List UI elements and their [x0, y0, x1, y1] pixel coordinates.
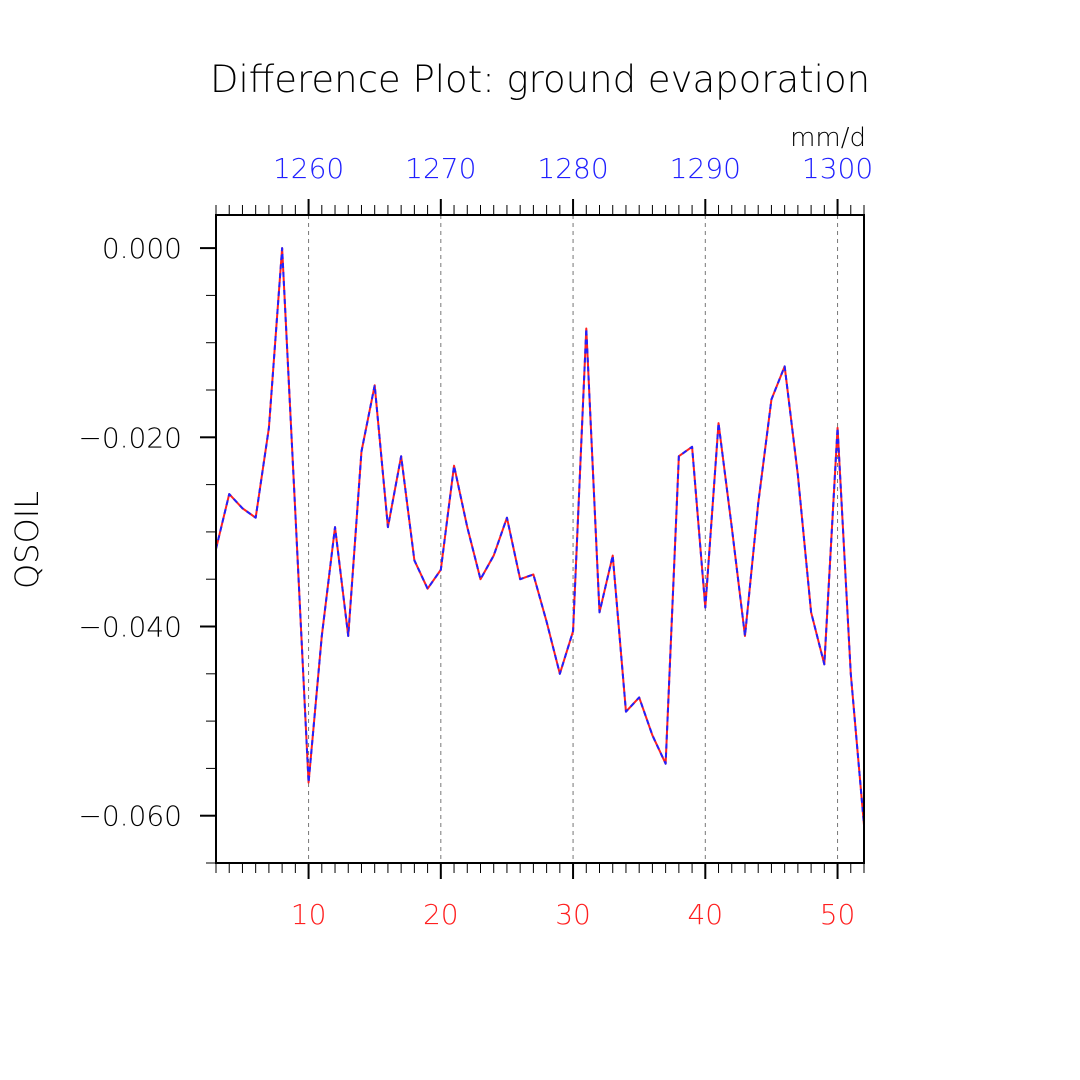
x2-tick-label-1260: 1260	[273, 152, 344, 185]
chart-title: Difference Plot: ground evaporation	[210, 58, 870, 101]
series-line-2	[215, 247, 865, 826]
y-tick-label-−0.020: −0.020	[78, 421, 182, 454]
x2-tick-label-1280: 1280	[537, 152, 608, 185]
y-tick-label-0.000: 0.000	[102, 232, 182, 265]
x2-tick-label-1290: 1290	[670, 152, 741, 185]
x-tick-label-50: 50	[820, 898, 856, 931]
axis-ticks	[200, 199, 865, 879]
tick-labels: 10 20 30 40 50 1260 1270 1280 1290 1300 0.000 −0.02…	[78, 152, 873, 931]
y-tick-label-−0.060: −0.060	[78, 800, 182, 833]
grid-lines	[308, 215, 839, 863]
x-tick-label-10: 10	[291, 898, 327, 931]
x-tick-label-20: 20	[423, 898, 459, 931]
y-axis-label: QSOIL	[8, 491, 46, 589]
x2-tick-label-1300: 1300	[802, 152, 873, 185]
units-label: mm/d	[790, 123, 866, 153]
x-tick-label-30: 30	[555, 898, 591, 931]
series-lines	[215, 247, 865, 826]
plot-frame	[215, 214, 865, 864]
x-tick-label-40: 40	[687, 898, 723, 931]
x2-tick-label-1270: 1270	[405, 152, 476, 185]
y-tick-label-−0.040: −0.040	[78, 611, 182, 644]
